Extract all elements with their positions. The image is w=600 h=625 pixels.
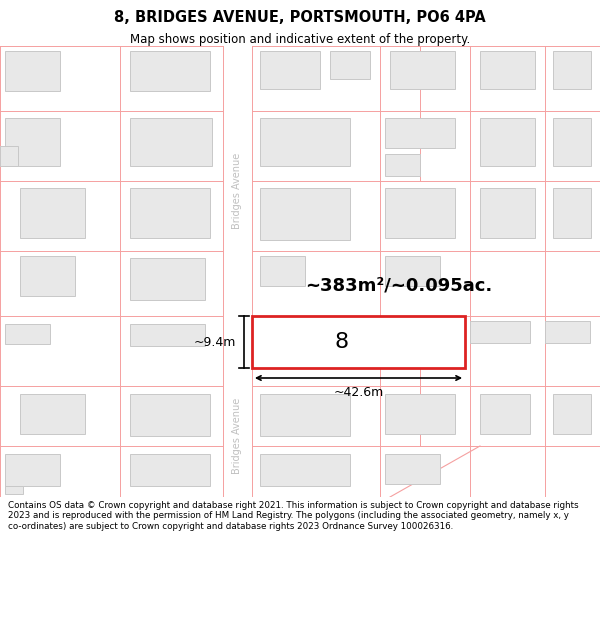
Bar (385, 394, 455, 434)
Bar (130, 394, 210, 436)
Bar (252, 316, 465, 368)
Bar (20, 394, 85, 434)
Bar (20, 256, 75, 296)
Bar (480, 118, 535, 166)
Bar (0, 146, 18, 166)
Text: 8, BRIDGES AVENUE, PORTSMOUTH, PO6 4PA: 8, BRIDGES AVENUE, PORTSMOUTH, PO6 4PA (114, 10, 486, 25)
Bar (130, 51, 210, 91)
Bar (480, 51, 535, 89)
Text: Bridges Avenue: Bridges Avenue (233, 398, 242, 474)
Bar (480, 188, 535, 238)
Bar (545, 321, 590, 343)
Bar (5, 486, 23, 494)
Bar (20, 188, 85, 238)
Bar (385, 118, 455, 148)
Bar (130, 188, 210, 238)
Bar (385, 256, 440, 286)
Bar (5, 454, 60, 486)
Bar (390, 51, 455, 89)
Text: ~383m²/~0.095ac.: ~383m²/~0.095ac. (305, 277, 492, 295)
Bar (553, 394, 591, 434)
Bar (470, 321, 530, 343)
Bar (553, 51, 591, 89)
Bar (553, 118, 591, 166)
Text: Bridges Avenue: Bridges Avenue (233, 153, 242, 229)
Bar (260, 256, 305, 286)
Text: Contains OS data © Crown copyright and database right 2021. This information is : Contains OS data © Crown copyright and d… (8, 501, 578, 531)
Text: Map shows position and indicative extent of the property.: Map shows position and indicative extent… (130, 33, 470, 46)
Bar (5, 51, 60, 91)
Bar (130, 258, 205, 300)
Bar (385, 154, 420, 176)
Bar (130, 118, 212, 166)
Bar (553, 188, 591, 238)
Bar (5, 118, 60, 166)
Bar (260, 394, 350, 436)
Text: ~42.6m: ~42.6m (334, 386, 383, 399)
Text: ~9.4m: ~9.4m (194, 336, 236, 349)
Bar (330, 51, 370, 79)
Text: 8: 8 (334, 332, 349, 352)
Bar (260, 324, 330, 359)
Bar (130, 324, 205, 346)
Bar (260, 118, 350, 166)
Bar (260, 454, 350, 486)
Bar (385, 454, 440, 484)
Bar (260, 51, 320, 89)
Bar (5, 324, 50, 344)
Bar (385, 188, 455, 238)
Bar (260, 188, 350, 240)
Bar (130, 454, 210, 486)
Bar (480, 394, 530, 434)
